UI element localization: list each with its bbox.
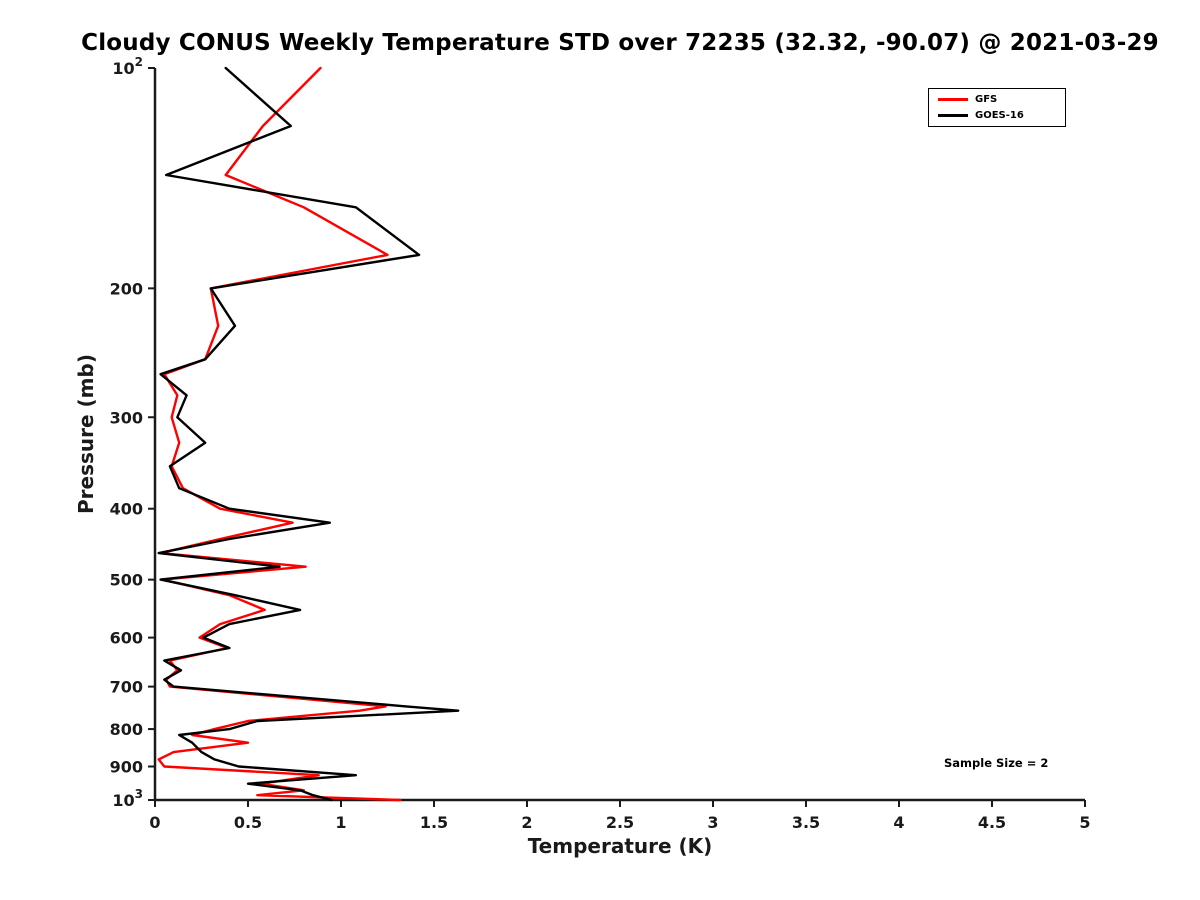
- x-tick-label: 3: [707, 813, 718, 832]
- y-tick-label: 400: [110, 500, 143, 519]
- legend-line-gfs: [938, 98, 968, 101]
- x-tick-label: 1.5: [420, 813, 448, 832]
- x-tick-label: 0: [149, 813, 160, 832]
- legend-item: GOES-16: [938, 110, 1056, 121]
- series-GOES-16: [157, 66, 460, 802]
- x-tick-label: 4: [893, 813, 904, 832]
- x-tick-label: 1: [335, 813, 346, 832]
- legend-label: GOES-16: [975, 110, 1024, 121]
- y-tick-label: 500: [110, 571, 143, 590]
- x-axis-label: Temperature (K): [527, 834, 713, 858]
- y-tick-label: 200: [110, 279, 143, 298]
- sample-size-annotation: Sample Size = 2: [944, 756, 1049, 770]
- y-tick-label: 700: [110, 678, 143, 697]
- x-tick-label: 4.5: [978, 813, 1006, 832]
- axes-spines: [153, 68, 1085, 802]
- legend: GFS GOES-16: [928, 88, 1066, 127]
- y-tick-label: 800: [110, 720, 143, 739]
- x-tick-label: 2: [521, 813, 532, 832]
- x-tick-label: 3.5: [792, 813, 820, 832]
- y-tick-label: 300: [110, 408, 143, 427]
- y-tick-label: 600: [110, 629, 143, 648]
- legend-line-goes-16: [938, 114, 968, 117]
- x-tick-label: 2.5: [606, 813, 634, 832]
- legend-label: GFS: [975, 94, 998, 105]
- y-tick-label: 900: [110, 758, 143, 777]
- y-tick-label: 102: [112, 55, 143, 78]
- y-tick-label: 103: [112, 787, 143, 810]
- chart-title: Cloudy CONUS Weekly Temperature STD over…: [81, 30, 1159, 56]
- legend-item: GFS: [938, 94, 1056, 105]
- x-tick-label: 0.5: [234, 813, 262, 832]
- x-tick-label: 5: [1079, 813, 1090, 832]
